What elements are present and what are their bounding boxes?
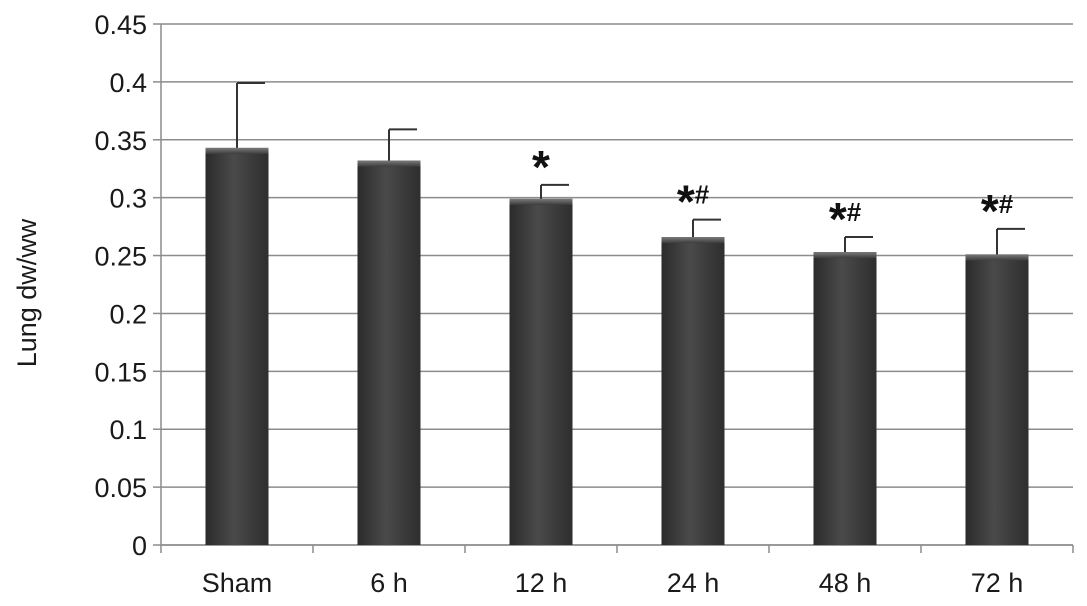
bar-body <box>965 254 1029 546</box>
x-tick-label: Sham <box>202 568 273 598</box>
bar-body <box>813 252 877 546</box>
bar-body <box>205 147 269 546</box>
x-tick-label: 12 h <box>515 568 568 598</box>
significance-star: * <box>829 193 847 245</box>
bar-24h <box>661 237 725 545</box>
significance-label: * <box>532 141 550 193</box>
y-tick-label: 0.3 <box>109 184 147 214</box>
bar-body <box>357 160 421 545</box>
y-tick-label: 0.45 <box>94 10 147 40</box>
tick-labels: 0 0.05 0.1 0.15 0.2 0.25 0.3 0.35 0.4 0.45 Sham 6 h… <box>94 10 1023 598</box>
y-tick-label: 0.4 <box>109 68 147 98</box>
x-tick-label: 24 h <box>667 568 720 598</box>
significance-star: * <box>981 185 999 237</box>
bar-48h <box>813 252 877 546</box>
significance-star: * <box>532 141 550 193</box>
significance-label: *# <box>677 176 710 228</box>
y-tick-label: 0.05 <box>94 473 147 503</box>
significance-label: *# <box>981 185 1014 237</box>
bar-body <box>509 198 573 545</box>
error-bars <box>236 82 1025 255</box>
x-tick-label: 72 h <box>971 568 1024 598</box>
axes <box>153 23 1074 553</box>
significance-annotations: **# *# *# <box>532 141 1014 245</box>
y-tick-label: 0.2 <box>109 299 147 329</box>
y-tick-label: 0.1 <box>109 415 147 445</box>
y-tick-label: 0 <box>132 531 147 561</box>
bars <box>205 147 1029 546</box>
y-tick-label: 0.25 <box>94 242 147 272</box>
bar-top-highlight <box>813 252 877 259</box>
y-tick-label: 0.35 <box>94 126 147 156</box>
bar-top-highlight <box>965 254 1029 261</box>
significance-star: * <box>677 176 695 228</box>
bar-6h <box>357 160 421 545</box>
x-tick-label: 6 h <box>370 568 408 598</box>
significance-hash: # <box>695 180 710 210</box>
gridlines <box>161 23 1073 546</box>
y-tick-label: 0.15 <box>94 357 147 387</box>
x-tick-label: 48 h <box>819 568 872 598</box>
bar-72h <box>965 254 1029 546</box>
y-axis-title: Lung dw/ww <box>12 218 42 367</box>
bar-body <box>661 237 725 545</box>
bar-top-highlight <box>205 147 269 154</box>
bar-top-highlight <box>357 160 421 167</box>
significance-label: *# <box>829 193 862 245</box>
bar-12h <box>509 198 573 545</box>
significance-hash: # <box>999 189 1014 219</box>
bar-sham <box>205 147 269 546</box>
significance-hash: # <box>847 197 862 227</box>
bar-top-highlight <box>661 237 725 244</box>
bar-top-highlight <box>509 198 573 205</box>
